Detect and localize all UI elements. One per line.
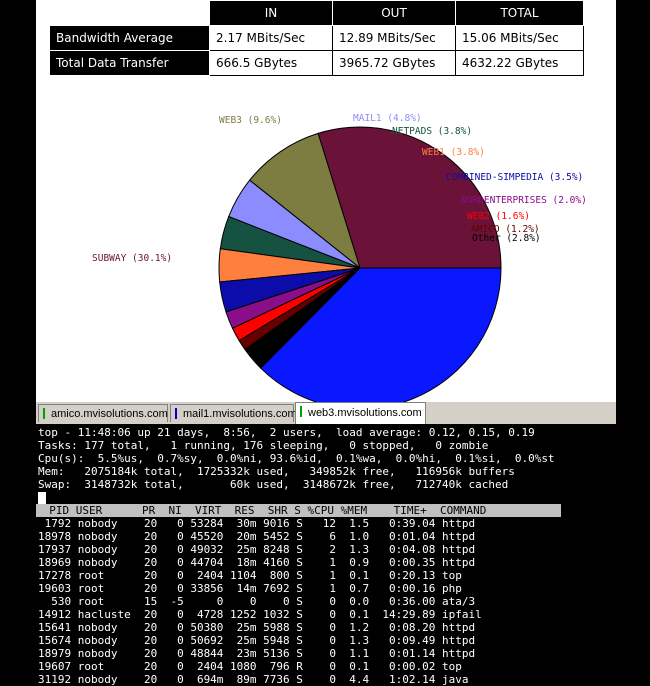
tasks-line: Tasks: 177 total, 1 running, 176 sleepin… bbox=[38, 439, 489, 452]
tab-label: mail1.mvisolutions.com bbox=[183, 408, 297, 420]
tab-label: amico.mvisolutions.com bbox=[51, 408, 168, 420]
pie-slice bbox=[260, 267, 502, 402]
process-row: 17937 nobody 20 0 49032 25m 8248 S 2 1.3… bbox=[38, 543, 476, 556]
top-uptime-line: top - 11:48:06 up 21 days, 8:56, 2 users… bbox=[38, 426, 535, 439]
pie-slice-label: COMBINED-SIMPEDIA (3.5%) bbox=[446, 172, 583, 183]
col-out-header: OUT bbox=[332, 0, 456, 26]
process-row: 18979 nobody 20 0 48844 23m 5136 S 0 1.1… bbox=[38, 647, 476, 660]
process-row: 1792 nobody 20 0 53284 30m 9016 S 12 1.5… bbox=[38, 517, 476, 530]
pie-slice-label: AMICO (1.2%) bbox=[471, 224, 540, 235]
tab-marker-icon bbox=[175, 408, 177, 419]
tab-mail1[interactable]: mail1.mvisolutions.com bbox=[170, 404, 297, 422]
pie-slice-label: MAIL1 (4.8%) bbox=[353, 113, 422, 124]
process-row: 31192 nobody 20 0 694m 89m 7736 S 0 4.4 … bbox=[38, 673, 469, 686]
row-label: Bandwidth Average bbox=[49, 25, 210, 51]
process-row: 15674 nobody 20 0 50692 25m 5948 S 0 1.3… bbox=[38, 634, 476, 647]
terminal-cursor bbox=[38, 492, 46, 504]
total-transfer-row: Total Data Transfer 666.5 GBytes 3965.72… bbox=[49, 50, 584, 76]
in-value: 2.17 MBits/Sec bbox=[209, 25, 333, 51]
swap-line: Swap: 3148732k total, 60k used, 3148672k… bbox=[38, 478, 509, 491]
process-row: 18969 nobody 20 0 44704 18m 4160 S 1 0.9… bbox=[38, 556, 476, 569]
tab-web3[interactable]: web3.mvisolutions.com bbox=[295, 402, 426, 424]
process-row: 15641 nobody 20 0 50380 25m 5988 S 0 1.2… bbox=[38, 621, 476, 634]
mem-line: Mem: 2075184k total, 1725332k used, 3498… bbox=[38, 465, 515, 478]
pie-slice bbox=[317, 126, 502, 269]
tab-marker-icon bbox=[43, 408, 45, 419]
pie-slice-label: WEB1 (3.8%) bbox=[422, 147, 485, 158]
process-row: 17278 root 20 0 2404 1104 800 S 1 0.1 0:… bbox=[38, 569, 462, 582]
row-label: Total Data Transfer bbox=[49, 50, 210, 76]
total-value: 4632.22 GBytes bbox=[455, 50, 584, 76]
terminal-window[interactable]: top - 11:48:06 up 21 days, 8:56, 2 users… bbox=[36, 424, 616, 686]
pie-slice bbox=[248, 132, 361, 270]
pie-slice-label: WEB3 (9.6%) bbox=[219, 115, 282, 126]
report-panel: IN OUT TOTAL Bandwidth Average 2.17 MBit… bbox=[36, 0, 616, 402]
empty-header-cell bbox=[49, 0, 210, 26]
process-row: 530 root 15 -5 0 0 0 S 0 0.0 0:36.00 ata… bbox=[38, 595, 476, 608]
process-table-header: PID USER PR NI VIRT RES SHR S %CPU %MEM … bbox=[36, 504, 561, 517]
pie-slice-label: WEB2 (1.6%) bbox=[467, 211, 530, 222]
in-value: 666.5 GBytes bbox=[209, 50, 333, 76]
process-row: 19603 root 20 0 33856 14m 7692 S 1 0.7 0… bbox=[38, 582, 462, 595]
tab-label: web3.mvisolutions.com bbox=[308, 407, 422, 419]
tab-marker-icon bbox=[300, 406, 302, 417]
pie-slice-label: NORDENTERPRISES (2.0%) bbox=[461, 195, 587, 206]
pie-chart: SUBWAY (30.1%) WEB3 (9.6%) MAIL1 (4.8%) NET… bbox=[92, 113, 587, 402]
out-value: 3965.72 GBytes bbox=[332, 50, 456, 76]
total-value: 15.06 MBits/Sec bbox=[455, 25, 584, 51]
tab-bar: amico.mvisolutions.com mail1.mvisolution… bbox=[36, 402, 616, 424]
pie-slice-label: NETPADS (3.8%) bbox=[392, 126, 472, 137]
pie-slice-label: Other (2.8%) bbox=[472, 233, 541, 244]
col-total-header: TOTAL bbox=[455, 0, 584, 26]
col-in-header: IN bbox=[209, 0, 333, 26]
process-row: 19607 root 20 0 2404 1080 796 R 0 0.1 0:… bbox=[38, 660, 462, 673]
bandwidth-average-row: Bandwidth Average 2.17 MBits/Sec 12.89 M… bbox=[49, 25, 584, 51]
cpu-line: Cpu(s): 5.5%us, 0.7%sy, 0.0%ni, 93.6%id,… bbox=[38, 452, 555, 465]
process-row: 18978 nobody 20 0 45520 20m 5452 S 6 1.0… bbox=[38, 530, 476, 543]
pie-slice-label: SUBWAY (30.1%) bbox=[92, 253, 172, 264]
bandwidth-table: IN OUT TOTAL Bandwidth Average 2.17 MBit… bbox=[49, 0, 584, 76]
process-row: 14912 hacluste 20 0 4728 1252 1032 S 0 0… bbox=[38, 608, 482, 621]
out-value: 12.89 MBits/Sec bbox=[332, 25, 456, 51]
bandwidth-header-row: IN OUT TOTAL bbox=[49, 0, 584, 26]
tab-amico[interactable]: amico.mvisolutions.com bbox=[38, 404, 168, 422]
